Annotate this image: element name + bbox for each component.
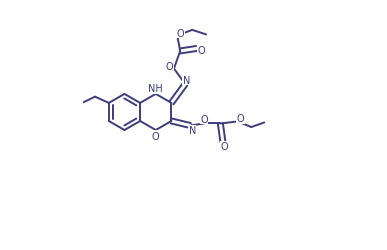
Text: O: O [220,142,228,152]
Text: N: N [183,75,190,85]
Text: N: N [188,126,196,136]
Text: O: O [197,46,205,56]
Text: O: O [200,114,208,124]
Text: O: O [152,131,159,141]
Text: NH: NH [148,84,163,94]
Text: O: O [166,61,173,71]
Text: O: O [176,29,184,39]
Text: O: O [236,114,244,124]
